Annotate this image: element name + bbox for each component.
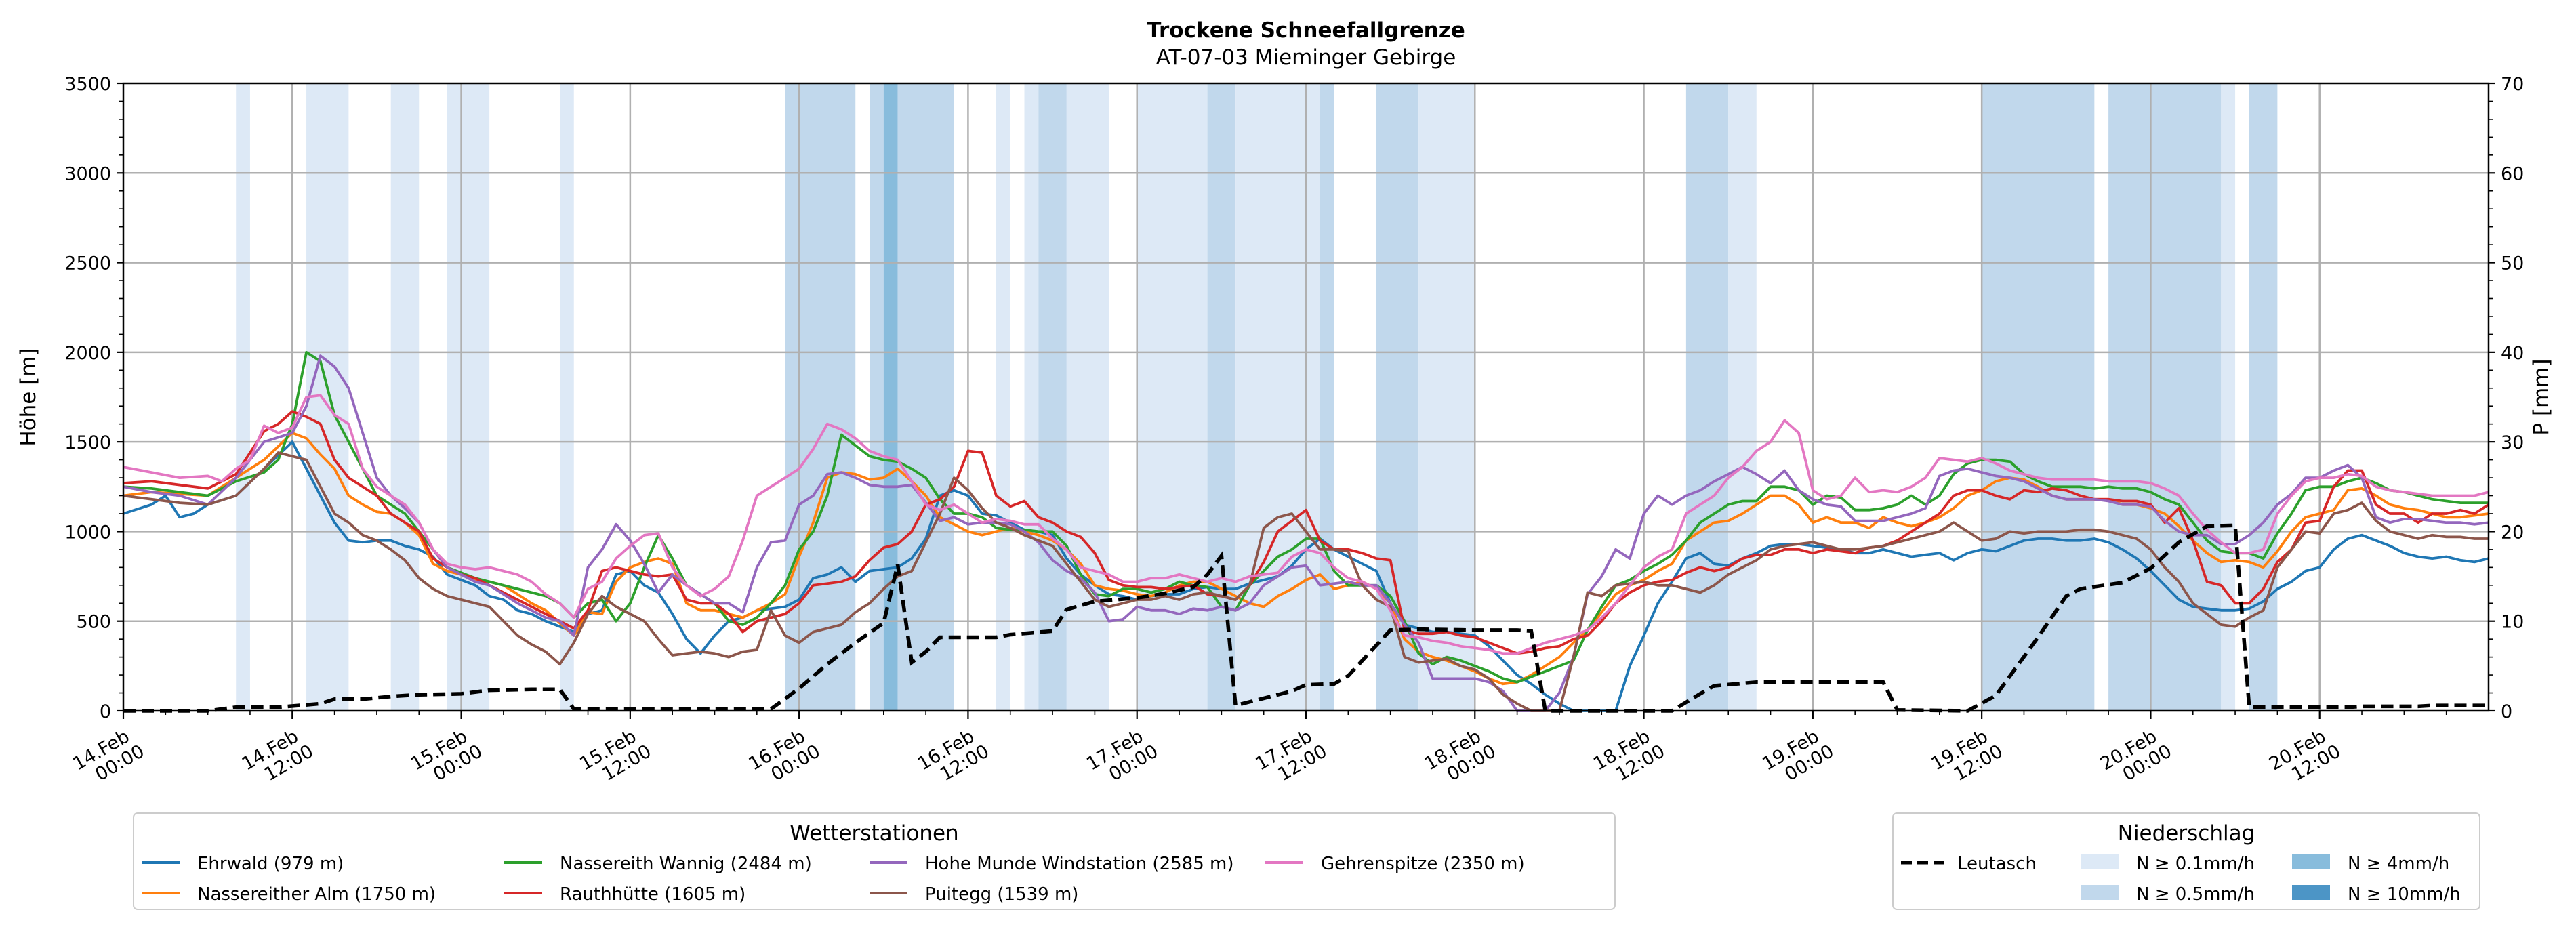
y-tick-label-1: 500 <box>76 612 111 633</box>
y-right-tick-label-6: 60 <box>2501 163 2524 184</box>
legend-stations-title: Wetterstationen <box>790 821 958 846</box>
y-tick-label-2: 1000 <box>64 522 111 543</box>
legend-station-label-0: Ehrwald (979 m) <box>197 854 344 874</box>
y-right-tick-label-2: 20 <box>2501 522 2524 543</box>
legend-precip-title: Niederschlag <box>2118 821 2255 846</box>
chart-subtitle: AT-07-03 Mieminger Gebirge <box>1156 45 1456 70</box>
y-tick-label-0: 0 <box>100 701 111 722</box>
leutasch-line <box>123 523 2489 713</box>
legend-precip-label-2: N ≥ 4mm/h <box>2348 854 2449 874</box>
precip-band-22 <box>2108 83 2222 711</box>
y-tick-label-4: 2000 <box>64 343 111 364</box>
right-y-axis: 0 10 20 30 40 50 60 70 <box>2489 74 2524 722</box>
precip-band-20 <box>1728 83 1757 711</box>
legend-station-label-3: Rauthhütte (1605 m) <box>560 884 745 905</box>
precip-band-5 <box>785 83 856 711</box>
series-line-6 <box>123 394 2489 655</box>
legend-precip-frame <box>1892 812 2480 910</box>
y-tick-label-6: 3000 <box>64 163 111 184</box>
precip-band-18 <box>1418 83 1475 711</box>
y-right-tick-label-7: 70 <box>2501 74 2524 95</box>
legend-precipitation: Niederschlag Leutasch N ≥ 0.1mm/h N ≥ 0.5… <box>1892 812 2480 910</box>
precip-band-17 <box>1376 83 1419 711</box>
precip-band-16 <box>1320 83 1334 711</box>
precip-band-15 <box>1235 83 1320 711</box>
y-right-tick-label-0: 0 <box>2501 701 2512 722</box>
legend-precip-label-0: N ≥ 0.1mm/h <box>2136 854 2255 874</box>
y-tick-label-3: 1500 <box>64 432 111 453</box>
precip-band-9 <box>996 83 1010 711</box>
legend-precip-label-1: N ≥ 0.5mm/h <box>2136 884 2255 905</box>
precip-band-8 <box>897 83 954 711</box>
y-axis-right-label: P [mm] <box>2529 358 2554 435</box>
y-right-tick-label-4: 40 <box>2501 343 2524 364</box>
precip-band-14 <box>1207 83 1236 711</box>
legend-station-label-6: Gehrenspitze (2350 m) <box>1321 854 1525 874</box>
y-right-tick-label-5: 50 <box>2501 253 2524 274</box>
legend-station-label-2: Nassereith Wannig (2484 m) <box>560 854 812 874</box>
y-axis-label: Höhe [m] <box>16 348 41 446</box>
legend-precip-swatch-1 <box>2081 885 2119 900</box>
precip-band-11 <box>1038 83 1067 711</box>
precipitation-bands <box>236 83 2278 711</box>
series-line-4 <box>123 354 2489 712</box>
y-right-tick-label-3: 30 <box>2501 432 2524 453</box>
precip-band-10 <box>1024 83 1039 711</box>
leutasch-precip-series <box>123 523 2489 713</box>
legend-precip-label-3: N ≥ 10mm/h <box>2348 884 2461 905</box>
precip-band-13 <box>1137 83 1208 711</box>
precip-band-3 <box>447 83 490 711</box>
series-line-5 <box>123 451 2489 712</box>
y-right-tick-label-1: 10 <box>2501 612 2524 633</box>
station-series <box>123 351 2490 712</box>
legend-precip-swatch-2 <box>2292 854 2330 869</box>
left-y-axis: 0 500 1000 1500 2000 2500 3000 3500 <box>64 74 123 722</box>
precip-band-4 <box>559 83 574 711</box>
precip-band-21 <box>1982 83 2095 711</box>
precip-band-19 <box>1685 83 1729 711</box>
legend-stations: Wetterstationen Ehrwald (979 m) Nassereit… <box>133 812 1616 910</box>
legend-station-label-4: Hohe Munde Windstation (2585 m) <box>925 854 1233 874</box>
precip-band-6 <box>870 83 884 711</box>
legend-precip-swatch-3 <box>2292 885 2330 900</box>
precip-band-2 <box>390 83 420 711</box>
legend-station-label-5: Puitegg (1539 m) <box>925 884 1078 905</box>
legend-precip-swatch-0 <box>2081 854 2119 869</box>
legend-station-label-1: Nassereither Alm (1750 m) <box>197 884 436 905</box>
y-tick-label-7: 3500 <box>64 74 111 95</box>
precip-band-12 <box>1066 83 1109 711</box>
precip-band-23 <box>2221 83 2236 711</box>
legend-leutasch-label: Leutasch <box>1957 854 2037 874</box>
precip-band-7 <box>883 83 898 711</box>
y-tick-label-5: 2500 <box>64 253 111 274</box>
precip-band-0 <box>236 83 250 711</box>
chart-title: Trockene Schneefallgrenze <box>1147 18 1465 43</box>
